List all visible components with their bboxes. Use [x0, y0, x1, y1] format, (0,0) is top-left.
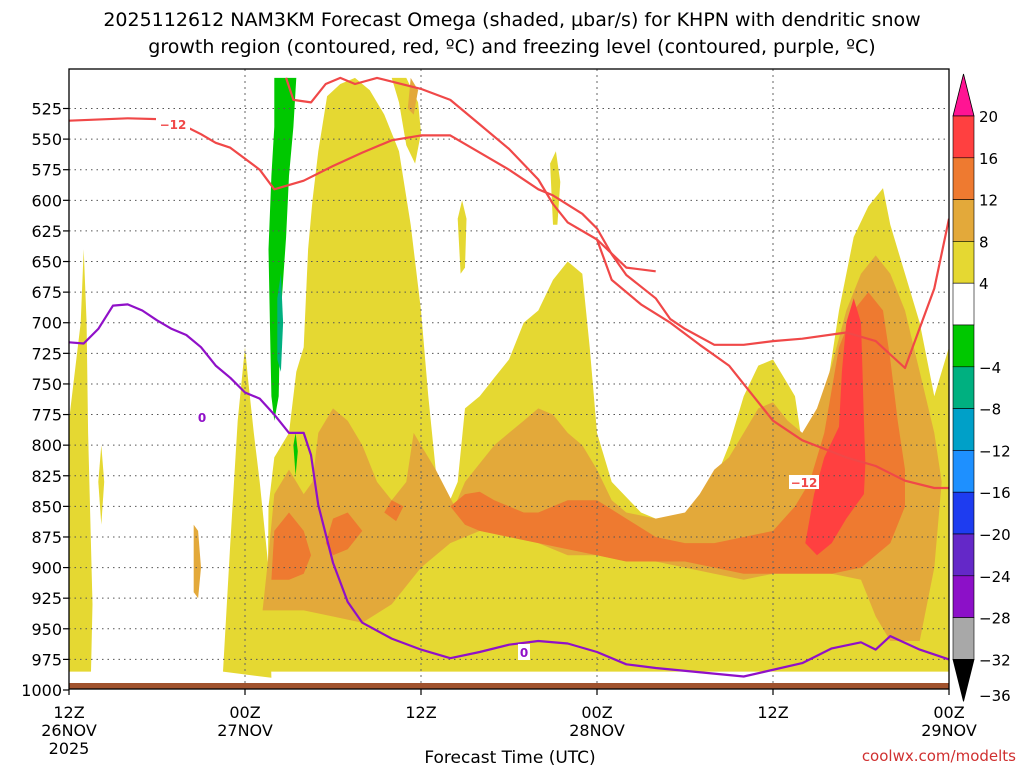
colorbar-swatch [952, 533, 975, 577]
colorbar-label: −28 [979, 610, 1011, 628]
colorbar-swatch [952, 324, 975, 368]
x-axis-label: Forecast Time (UTC) [424, 748, 595, 768]
colorbar-swatch [952, 450, 975, 493]
credit-text: coolwx.com/modelts [862, 747, 1016, 765]
colorbar-swatch [952, 199, 975, 242]
colorbar-label: 16 [979, 150, 998, 168]
omega-region-orange-12 [450, 292, 905, 574]
y-tick-label: 550 [31, 130, 62, 149]
y-tick-label: 600 [31, 191, 62, 210]
freezing-label-text: 0 [198, 411, 206, 425]
y-tick-label: 800 [31, 436, 62, 455]
y-tick-label: 900 [31, 559, 62, 578]
omega-region-teal-16 [277, 273, 284, 372]
omega-shading [69, 77, 949, 678]
y-tick-label: 925 [31, 589, 62, 608]
colorbar-swatch [952, 491, 975, 535]
y-axis-pressure: 525 550 575 600 625 650 675 700 725 750 775 800 825 8… [21, 100, 69, 700]
freezing-label-left: 0 [196, 409, 208, 425]
y-tick-label: 850 [31, 497, 62, 516]
colorbar-label: 12 [979, 192, 998, 210]
freezing-level-line [69, 303, 949, 678]
x-tick-label: 12Z [405, 703, 436, 722]
omega-region-orange-10 [271, 512, 311, 580]
omega-region-green-15 [268, 77, 297, 421]
colorbar-swatch [952, 115, 975, 159]
colorbar-label: −16 [979, 484, 1011, 502]
omega-region-yellow-0 [69, 249, 93, 672]
dgz-contour-upper [285, 76, 656, 273]
colorbar-label: 4 [979, 275, 989, 293]
omega-region-yellow-1 [98, 445, 105, 525]
x-tick-label: 27NOV [217, 721, 273, 740]
y-tick-label: 625 [31, 222, 62, 241]
contour-lines [69, 76, 949, 678]
omega-colorbar: 20 16 12 8 4 −4 −8 −12 −16 −20 −24 −28 −32 −36 [952, 73, 1011, 705]
colorbar-label: −8 [979, 401, 1001, 419]
x-tick-label: 00Z [933, 703, 964, 722]
omega-region-green-17 [293, 432, 298, 476]
omega-region-orange-13 [384, 500, 404, 522]
omega-region-gold-7 [193, 524, 201, 599]
colorbar-swatch [952, 157, 975, 200]
x-tick-label: 29NOV [921, 721, 977, 740]
omega-region-orange-11 [325, 512, 363, 556]
colorbar-label: 20 [979, 108, 998, 126]
plot-area [69, 69, 949, 689]
chart-title-line-1: 2025112612 NAM3KM Forecast Omega (shaded… [103, 9, 920, 31]
omega-region-yellow-6 [550, 151, 561, 225]
colorbar-swatch [952, 241, 975, 284]
colorbar-label: −24 [979, 568, 1011, 586]
colorbar-bottom-arrow [952, 659, 975, 702]
colorbar-label: −32 [979, 651, 1011, 669]
x-tick-label: 12Z [53, 703, 84, 722]
colorbar-label: −4 [979, 359, 1001, 377]
dgz-label-text-2: −12 [791, 476, 818, 490]
y-tick-label: 1000 [21, 681, 62, 700]
y-tick-label: 775 [31, 406, 62, 425]
x-tick-label: 28NOV [569, 721, 625, 740]
colorbar-swatch [952, 366, 975, 409]
colorbar-swatch [952, 575, 975, 618]
x-tick-label: 00Z [581, 703, 612, 722]
y-tick-label: 675 [31, 283, 62, 302]
dgz-label-text: −12 [160, 118, 187, 132]
ground-surface [69, 683, 949, 689]
colorbar-label: −12 [979, 442, 1011, 460]
y-tick-label: 875 [31, 528, 62, 547]
colorbar-swatch [952, 617, 975, 660]
x-tick-label: 26NOV [41, 721, 97, 740]
omega-region-red-14 [805, 298, 866, 556]
y-tick-label: 975 [31, 650, 62, 669]
dgz-contour-lower [595, 239, 949, 490]
chart-title-line-2: growth region (contoured, red, ºC) and f… [148, 36, 875, 58]
omega-region-yellow-2 [223, 347, 272, 678]
freezing-label-bottom: 0 [518, 644, 530, 660]
grid-lines [69, 69, 949, 689]
y-tick-label: 575 [31, 161, 62, 180]
x-tick-label: 12Z [757, 703, 788, 722]
colorbar-top-arrow [952, 73, 975, 117]
y-tick-label: 750 [31, 375, 62, 394]
y-tick-label: 825 [31, 467, 62, 486]
colorbar-label: 8 [979, 233, 989, 251]
dgz-label-upper-left: −12 [156, 117, 190, 132]
colorbar-label: −20 [979, 526, 1011, 544]
y-tick-label: 950 [31, 620, 62, 639]
freezing-label-text-2: 0 [520, 646, 528, 660]
colorbar-swatch [952, 282, 975, 326]
plot-frame [68, 68, 950, 690]
y-tick-label: 700 [31, 314, 62, 333]
x-tick-label: 2025 [49, 739, 90, 758]
y-tick-label: 650 [31, 253, 62, 272]
y-tick-label: 725 [31, 344, 62, 363]
y-tick-label: 525 [31, 100, 62, 119]
colorbar-swatch [952, 408, 975, 451]
omega-region-yellow-5 [457, 200, 467, 274]
colorbar-label: −36 [979, 687, 1011, 705]
x-tick-label: 00Z [229, 703, 260, 722]
dgz-label-lower-right: −12 [789, 475, 819, 490]
